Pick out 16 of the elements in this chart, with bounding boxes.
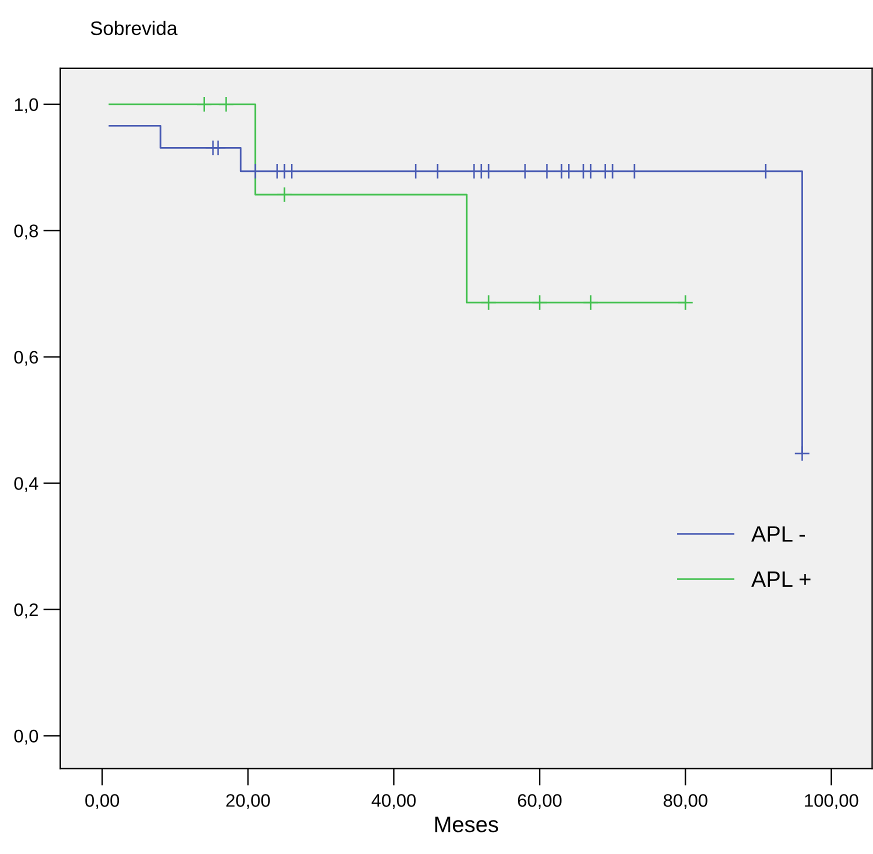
x-tick-label: 20,00 — [226, 794, 270, 809]
chart-title: Sobrevida — [90, 20, 178, 36]
y-tick-label: 0,8 — [14, 224, 38, 240]
y-tick-label: 0,6 — [14, 350, 38, 366]
y-tick-label: 0,4 — [14, 477, 38, 492]
x-tick-label: 40,00 — [372, 794, 416, 809]
x-tick-label: 80,00 — [664, 794, 708, 809]
legend-label: APL + — [751, 572, 810, 587]
legend-label: APL - — [751, 526, 805, 542]
x-tick-label: 100,00 — [805, 794, 858, 809]
y-tick-label: 0,0 — [14, 730, 38, 745]
x-tick-label: 60,00 — [518, 794, 562, 809]
y-tick-label: 1,0 — [14, 98, 38, 114]
y-tick-label: 0,2 — [14, 603, 38, 618]
x-tick-label: 0,00 — [85, 794, 120, 809]
x-axis-title: Meses — [435, 816, 498, 832]
